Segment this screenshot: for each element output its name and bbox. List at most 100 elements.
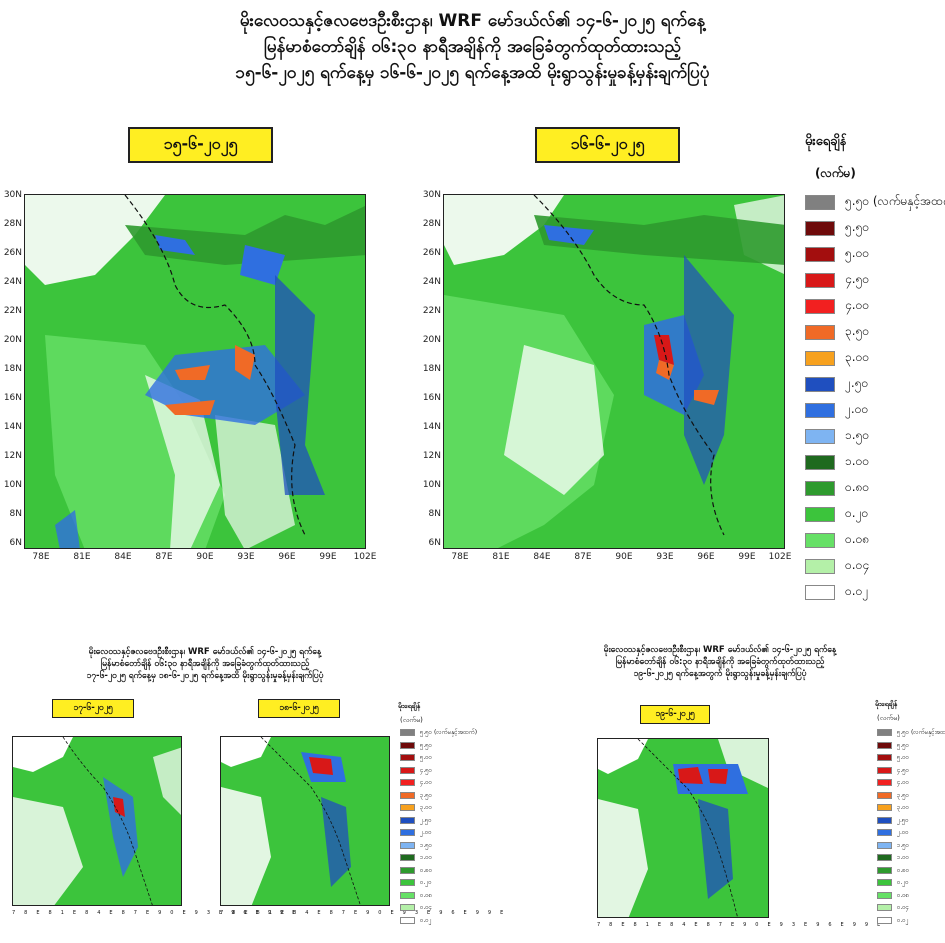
legend-label: ၀.၈၀ — [897, 866, 910, 874]
map1-xtick: 93E — [237, 552, 255, 562]
legend-row: ၅.၀၀ — [400, 753, 432, 762]
bl-map2-xtick: 87E — [329, 910, 367, 916]
bl-map1-xtick: 81E — [48, 910, 86, 916]
bl-map1-date-box: ၁၇-၆-၂၀၂၅ — [52, 699, 134, 718]
br-map-xtick: 93E — [779, 922, 817, 928]
map2-ytick: 30N — [422, 190, 441, 200]
legend-row: ၄.၀၀ — [805, 297, 869, 315]
bottom-right-title-line-3: ၁၉-၆-၂၀၂၅ ရက်နေ့အတွက် မိုးရွာသွန်းမှုခန့… — [633, 669, 807, 679]
bl-map2-x-axis: 78E81E84E87E90E93E96E99E — [220, 910, 512, 916]
legend-row: ၀.၈၀ — [400, 866, 432, 875]
legend-label: ၂.၅၀ — [845, 376, 869, 390]
legend-label: ၀.၀၄ — [845, 558, 870, 572]
legend-label: ၃.၀၀ — [897, 804, 910, 811]
legend-swatch — [400, 879, 415, 886]
map1-xtick: 78E — [32, 552, 50, 562]
bl-legend-unit: (လက်မ) — [400, 716, 423, 724]
legend-row: ၀.၂၀ — [400, 878, 432, 887]
legend-label: ၄.၅၀ — [897, 766, 910, 774]
legend-row: ၃.၀၀ — [877, 803, 909, 812]
legend-swatch — [877, 829, 892, 836]
map1-date-box: ၁၅-၆-၂၀၂၅ — [128, 127, 273, 163]
map2-ytick: 28N — [422, 219, 441, 229]
bottom-right-title-line-1: မိုးလေဝသနှင့်ဇလဗေဒဦးစီးဌာန၊ WRF မော်ဒယ်လ… — [603, 645, 837, 655]
legend-swatch — [805, 220, 835, 236]
br-map-date-box: ၁၉-၆-၂၀၂၅ — [640, 705, 710, 724]
map1-xtick: 84E — [114, 552, 132, 562]
bottom-left-title-line-3: ၁၇-၆-၂၀၂၅ ရက်နေ့မှ ၁၈-၆-၂၀၂၅ ရက်နေ့အထိ မ… — [86, 671, 324, 681]
legend-label: ၅.၅၀ (လက်မနှင့်အထက်) — [845, 194, 945, 208]
map2-ytick: 20N — [422, 335, 441, 345]
legend-swatch — [805, 428, 835, 444]
map1-ytick: 30N — [3, 190, 22, 200]
legend-label: ၃.၀၀ — [420, 804, 433, 811]
map2-xtick: 87E — [574, 552, 592, 562]
legend-row: ၀.၀၂ — [877, 916, 909, 925]
legend-swatch — [400, 841, 415, 849]
legend-title: မိုးရေချိန် — [805, 134, 847, 149]
legend-row: ၀.၀၂ — [805, 583, 868, 601]
legend-swatch — [877, 779, 892, 786]
legend-swatch — [877, 904, 892, 911]
map2-xtick: 84E — [533, 552, 551, 562]
legend-label: ၁.၅၀ — [897, 841, 910, 849]
legend-row: ၁.၅၀ — [805, 427, 869, 445]
legend-row: ၀.၂၀ — [805, 505, 868, 523]
legend-label: ၀.၈၀ — [420, 866, 433, 874]
legend-row: ၃.၅၀ — [400, 791, 432, 800]
map2-xtick: 99E — [738, 552, 756, 562]
legend-swatch — [877, 754, 892, 761]
map2-ytick: 8N — [428, 509, 441, 519]
bl-map1-xtick: 96E — [231, 910, 268, 916]
bl-map1-xtick: 93E — [194, 910, 232, 916]
legend-swatch — [877, 766, 892, 774]
legend-swatch — [400, 866, 415, 874]
rainfall-map-day5 — [597, 738, 769, 918]
bl-map1-xtick: 90E — [158, 910, 195, 916]
legend-label: ၁.၅၀ — [845, 428, 870, 442]
title-line-2: မြန်မာစံတော်ချိန် ၀၆:၃၀ နာရီအချိန်ကို အခ… — [263, 37, 682, 57]
legend-label: ၃.၀၀ — [845, 350, 870, 364]
legend-label: ၀.၈၀ — [845, 480, 870, 494]
legend-row: ၃.၅၀ — [805, 323, 869, 341]
legend-row: ၀.၈၀ — [877, 866, 909, 875]
bottom-left-title-line-2: မြန်မာစံတော်ချိန် ၀၆:၃၀ နာရီအချိန်ကို အခ… — [100, 659, 310, 669]
legend-label: ၀.၂၀ — [845, 506, 869, 520]
legend-row: ၀.၈၀ — [805, 479, 869, 497]
legend-row: ၅.၀၀ — [877, 753, 909, 762]
bl-map1-xtick: 78E — [12, 910, 49, 916]
legend-row: ၅.၀၀ — [805, 245, 869, 263]
legend-row: ၂.၅၀ — [400, 816, 432, 825]
legend-swatch — [805, 376, 835, 392]
legend-row: ၅.၅၀ (လက်မနှင့်အထက်) — [877, 728, 945, 737]
legend-row: ၂.၀၀ — [400, 828, 432, 837]
legend-label: ၅.၅၀ — [420, 741, 433, 749]
br-map-xtick: 87E — [706, 922, 744, 928]
legend-label: ၀.၂၀ — [897, 879, 909, 886]
legend-swatch — [400, 729, 415, 736]
bl-map2-xtick: 93E — [402, 910, 440, 916]
legend-row: ၀.၂၀ — [877, 878, 909, 887]
bl-map2-xtick: 99E — [475, 910, 513, 916]
legend-row: ၃.၅၀ — [877, 791, 909, 800]
legend-label: ၀.၀၈ — [897, 891, 910, 899]
bl-map2-xtick: 78E — [220, 910, 257, 916]
legend-label: ၁.၀၀ — [420, 854, 433, 861]
map1-ytick: 8N — [9, 509, 22, 519]
legend-label: ၁.၅၀ — [420, 841, 433, 849]
legend-row: ၀.၀၄ — [805, 557, 869, 575]
bl-legend-title: မိုးရေချိန် — [398, 702, 421, 710]
legend-label: ၃.၅၀ — [897, 791, 910, 799]
legend-label: ၅.၅၀ — [897, 741, 910, 749]
legend-swatch — [805, 532, 835, 548]
map2-ytick: 18N — [422, 364, 441, 374]
map2-ytick: 22N — [422, 306, 441, 316]
map1-ytick: 10N — [3, 480, 22, 490]
legend-label: ၅.၅၀ (လက်မနှင့်အထက်) — [897, 729, 945, 736]
legend-row: ၁.၅၀ — [400, 841, 432, 850]
legend-swatch — [400, 741, 415, 749]
legend-swatch — [400, 904, 415, 911]
map2-xtick: 96E — [697, 552, 715, 562]
legend-label: ၂.၀၀ — [897, 829, 909, 836]
legend-label: ၁.၀၀ — [897, 854, 910, 861]
